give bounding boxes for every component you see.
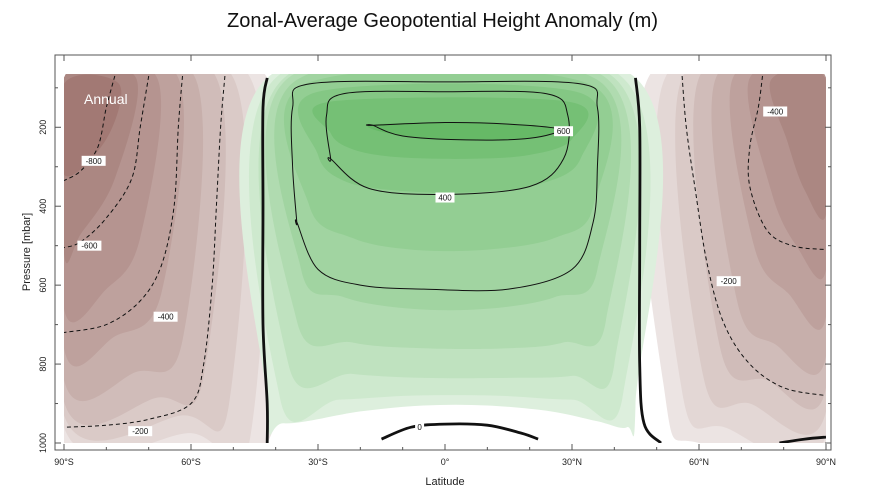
svg-text:-200: -200 [721, 277, 738, 286]
filled-regions [64, 74, 826, 443]
axis-ticks: 90°S 60°S 30°S 0° 30°N 60°N 90°N 200 400 600 800 10… [38, 55, 836, 467]
contour-line--800-7 [64, 75, 116, 182]
y-tick-label-4: 1000 [38, 433, 48, 453]
x-tick-label-0: 90°S [54, 457, 74, 467]
y-tick-label-2: 600 [38, 278, 48, 293]
svg-text:-400: -400 [767, 107, 784, 116]
contour-label-3: -600 [77, 240, 102, 251]
contour-line--600-6 [64, 75, 150, 249]
contour-line-0-0 [261, 77, 269, 443]
x-tick-label-6: 90°N [816, 457, 836, 467]
contour-label-1: 400 [435, 192, 455, 203]
contour-label-6: -400 [763, 106, 788, 117]
x-tick-label-2: 30°S [308, 457, 328, 467]
svg-text:-400: -400 [158, 313, 175, 322]
svg-text:400: 400 [438, 194, 452, 203]
y-tick-label-3: 800 [38, 357, 48, 372]
contour-lines [64, 75, 826, 443]
contour-label-7: -200 [716, 276, 741, 287]
filled-region-neg-9-8 [64, 74, 122, 177]
svg-text:-200: -200 [132, 427, 149, 436]
filled-region-pos-9-25 [367, 122, 560, 141]
contour-label-2: -800 [81, 155, 106, 166]
y-axis-label: Pressure [mbar] [21, 213, 33, 291]
contour-line-0-3 [779, 435, 826, 443]
contour-line-0-1 [634, 77, 662, 443]
y-tick-label-0: 200 [38, 120, 48, 135]
contour-labels: 600 400 -800 -600 -400 -200 -400 -200 0 [77, 106, 788, 437]
contour-line-0-2 [380, 422, 539, 441]
y-tick-label-1: 400 [38, 199, 48, 214]
x-tick-label-5: 60°N [689, 457, 709, 467]
x-tick-label-1: 60°S [181, 457, 201, 467]
x-axis-label: Latitude [425, 476, 464, 488]
contour-line-200-10 [290, 80, 600, 292]
contour-line--200-8 [681, 75, 826, 397]
chart-title: Zonal-Average Geopotential Height Anomal… [227, 10, 658, 32]
contour-label-0: 600 [554, 126, 574, 137]
contour-label-8: 0 [415, 422, 425, 433]
svg-text:-800: -800 [86, 157, 103, 166]
svg-text:600: 600 [557, 127, 571, 136]
x-tick-label-3: 0° [441, 457, 450, 467]
contour-label-4: -400 [153, 311, 178, 322]
contour-line-600-12 [365, 121, 561, 141]
x-tick-label-4: 30°N [562, 457, 582, 467]
contour-label-5: -200 [128, 426, 153, 437]
panel-label: Annual [84, 91, 128, 107]
contour-line--400-5 [64, 75, 183, 333]
svg-text:-600: -600 [81, 242, 98, 251]
contour-line--400-9 [747, 75, 826, 251]
svg-text:0: 0 [417, 423, 422, 432]
